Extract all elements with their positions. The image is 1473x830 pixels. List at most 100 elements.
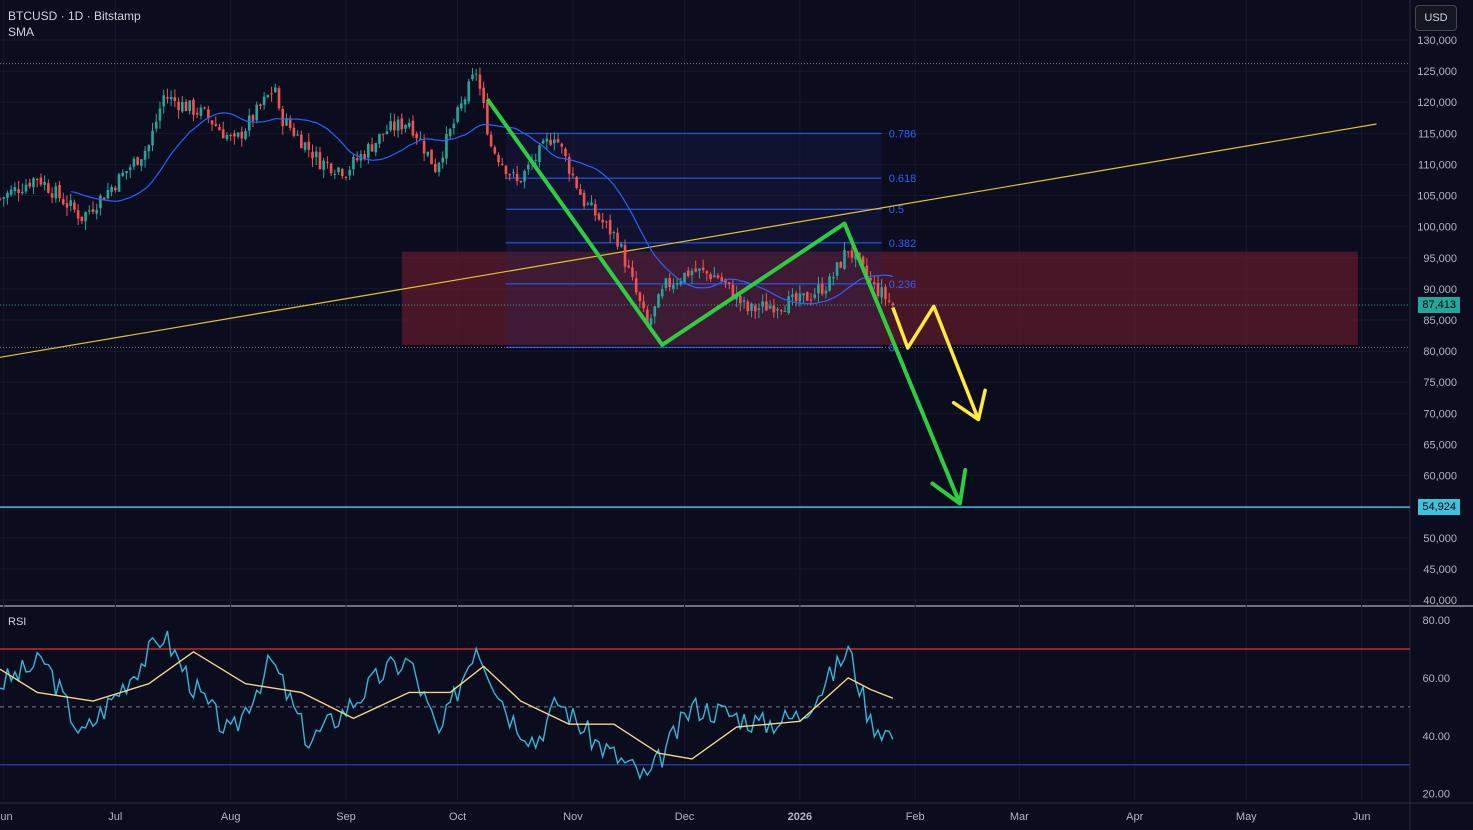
price-axis-label: 60,000 — [1423, 471, 1457, 483]
candle-body — [634, 278, 638, 293]
candle-body — [802, 293, 805, 296]
candle-body — [140, 159, 143, 166]
candle-body — [348, 170, 352, 176]
candle-body — [292, 127, 296, 136]
candle-body — [437, 162, 441, 173]
candle-body — [199, 107, 203, 116]
candle-body — [400, 118, 404, 130]
supply-zone — [401, 251, 1358, 345]
candle-body — [668, 277, 671, 287]
candle-body — [136, 157, 139, 166]
candle-body — [471, 74, 474, 80]
candle-body — [631, 267, 634, 277]
candle-body — [32, 178, 35, 188]
candle-body — [567, 157, 571, 174]
candle-body — [556, 139, 560, 143]
candle-body — [381, 133, 385, 135]
candle-body — [300, 134, 303, 149]
candle-body — [843, 250, 846, 269]
fib-level-label: 0.786 — [889, 128, 917, 140]
candle-body — [322, 160, 325, 170]
candle-body — [21, 191, 24, 194]
candle-body — [95, 209, 99, 214]
candle-body — [820, 283, 824, 294]
candle-body — [571, 173, 575, 176]
price-axis-label: 120,000 — [1417, 97, 1457, 109]
candle-body — [47, 183, 50, 193]
candle-body — [701, 267, 705, 270]
candle-body — [672, 284, 675, 289]
candle-body — [683, 272, 686, 283]
candle-body — [76, 210, 80, 219]
candle-body — [705, 271, 709, 274]
candle-body — [590, 202, 593, 206]
candle-body — [426, 151, 430, 156]
candle-body — [593, 204, 597, 216]
price-axis-label: 90,000 — [1423, 284, 1457, 296]
candle-body — [619, 244, 623, 247]
currency-button[interactable]: USD — [1415, 5, 1457, 31]
candle-body — [486, 101, 489, 135]
candle-body — [686, 270, 690, 277]
candle-body — [99, 195, 102, 209]
candle-body — [787, 296, 791, 313]
candle-body — [162, 95, 165, 107]
candle-body — [541, 140, 545, 144]
candle-body — [389, 121, 392, 131]
candle-body — [329, 163, 333, 174]
candle-body — [50, 193, 54, 198]
candle-body — [407, 122, 411, 127]
candle-body — [817, 284, 820, 294]
candle-body — [887, 300, 891, 302]
candle-body — [210, 120, 214, 125]
candle-body — [411, 120, 415, 136]
price-axis-label: 80,000 — [1423, 346, 1457, 358]
candle-body — [627, 265, 631, 268]
candle-body — [2, 197, 6, 199]
candle-body — [526, 164, 530, 170]
candle-body — [605, 221, 608, 223]
rsi-axis-label: 60.00 — [1422, 673, 1450, 685]
candle-body — [54, 186, 58, 199]
candle-body — [80, 216, 84, 222]
candle-body — [87, 210, 91, 212]
candle-body — [839, 261, 843, 268]
candle-body — [828, 276, 831, 291]
candle-body — [482, 87, 485, 104]
candle-body — [724, 279, 727, 283]
candle-body — [355, 158, 359, 161]
candle-body — [367, 144, 370, 158]
candle-body — [776, 309, 779, 311]
candle-body — [173, 97, 177, 102]
candle-body — [39, 177, 43, 185]
price-axis-label: 40,000 — [1423, 595, 1457, 607]
candle-body — [218, 127, 221, 131]
candle-body — [393, 121, 396, 131]
price-axis-label: 50,000 — [1423, 533, 1457, 545]
candle-body — [385, 131, 389, 134]
rising-trendline — [0, 123, 1377, 358]
candle-body — [281, 109, 285, 127]
candle-body — [117, 174, 121, 192]
candle-body — [597, 213, 601, 220]
candle-body — [612, 232, 616, 234]
candle-body — [876, 283, 880, 296]
candle-body — [433, 163, 437, 172]
candle-body — [132, 158, 136, 167]
target-price-tag: 54,924 — [1418, 499, 1460, 516]
candle-body — [575, 176, 578, 189]
candle-body — [61, 199, 65, 205]
candle-body — [742, 300, 746, 302]
candle-body — [277, 88, 281, 109]
candle-body — [128, 167, 132, 170]
candle-body — [195, 112, 199, 115]
time-axis-label: Oct — [449, 811, 466, 823]
candle-body — [318, 152, 322, 170]
candle-body — [675, 283, 679, 285]
candle-body — [832, 277, 835, 279]
candle-body — [854, 252, 857, 260]
candle-body — [809, 299, 813, 301]
sma-line — [70, 112, 894, 305]
candle-body — [891, 303, 895, 305]
